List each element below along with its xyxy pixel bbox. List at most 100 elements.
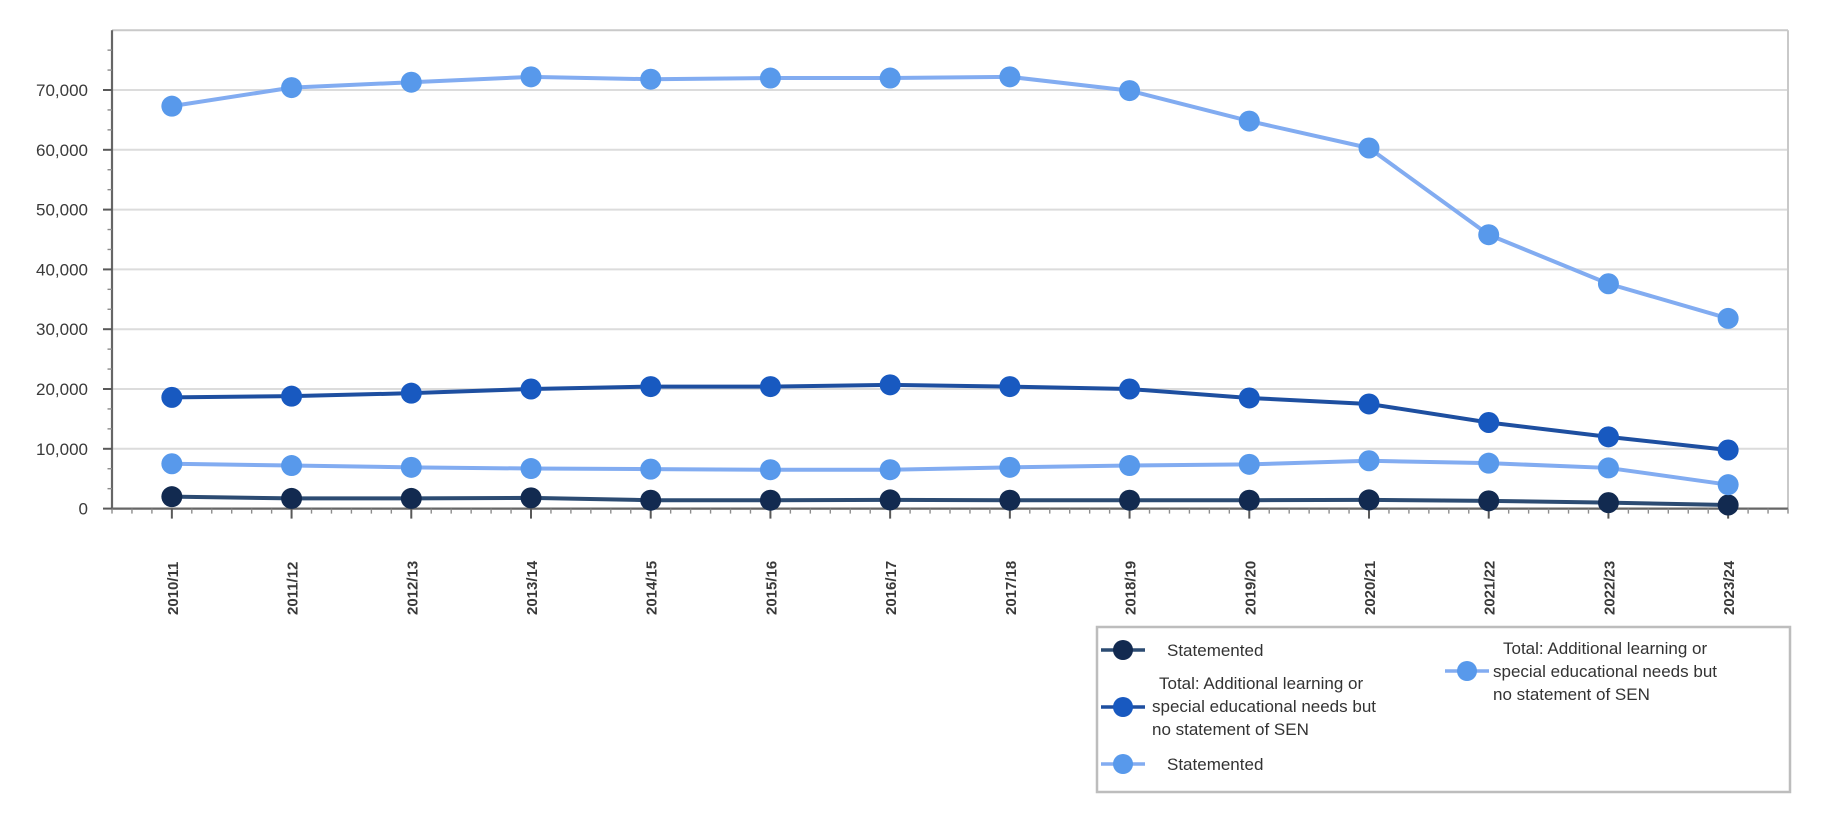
x-tick-label: 2019/20: [1242, 561, 1259, 615]
data-point: [161, 453, 183, 475]
data-point: [1358, 489, 1380, 511]
data-point: [759, 376, 781, 398]
data-point: [400, 382, 422, 404]
y-tick-label: 60,000: [36, 141, 88, 160]
legend-label: Statemented: [1167, 755, 1263, 774]
data-point: [400, 487, 422, 509]
x-tick-label: 2020/21: [1362, 561, 1379, 615]
data-point: [999, 489, 1021, 511]
data-point: [1597, 426, 1619, 448]
data-point: [400, 456, 422, 478]
data-point: [879, 459, 901, 481]
y-tick-label: 50,000: [36, 201, 88, 220]
x-ticks: [111, 508, 1789, 519]
data-point: [1358, 137, 1380, 159]
data-point: [161, 386, 183, 408]
legend-label: no statement of SEN: [1152, 720, 1309, 739]
data-point: [640, 489, 662, 511]
data-point: [1597, 273, 1619, 295]
data-point: [759, 459, 781, 481]
data-point: [281, 77, 303, 99]
x-tick-label: 2021/22: [1482, 561, 1499, 615]
series-line: [171, 494, 1729, 508]
series-3: [161, 66, 1739, 329]
y-tick-label: 20,000: [36, 380, 88, 399]
data-point: [1717, 307, 1739, 329]
legend: Statemented Total: Additional learning or…: [1095, 625, 1792, 794]
data-point: [1478, 490, 1500, 512]
legend-label: no statement of SEN: [1493, 685, 1650, 704]
data-point: [1478, 411, 1500, 433]
series-0: [161, 486, 1739, 516]
data-point: [520, 66, 542, 88]
legend-marker: [1113, 697, 1133, 717]
data-point: [520, 458, 542, 480]
data-point: [640, 68, 662, 90]
y-tick-label: 10,000: [36, 440, 88, 459]
data-point: [400, 71, 422, 93]
data-point: [1717, 494, 1739, 516]
x-tick-label: 2017/18: [1003, 561, 1020, 615]
data-point: [1238, 453, 1260, 475]
legend-box: [1095, 625, 1792, 794]
legend-marker: [1113, 754, 1133, 774]
x-tick-label: 2013/14: [524, 560, 541, 615]
data-point: [281, 385, 303, 407]
data-point: [1238, 110, 1260, 132]
legend-label: special educational needs but: [1152, 697, 1376, 716]
x-tick-label: 2014/15: [644, 561, 661, 615]
data-point: [520, 487, 542, 509]
data-point: [1597, 492, 1619, 514]
y-tick-label: 40,000: [36, 260, 88, 279]
data-point: [281, 455, 303, 477]
x-tick-label: 2022/23: [1601, 561, 1618, 615]
data-point: [879, 67, 901, 89]
data-point: [1717, 474, 1739, 496]
y-axis-labels: 0 10,000 20,000 30,000 40,000 50,000 60,000 70,…: [36, 81, 88, 519]
series-1: [161, 374, 1739, 461]
x-tick-label: 2016/17: [883, 561, 900, 615]
legend-label: Total: Additional learning or: [1503, 639, 1707, 658]
data-point: [879, 489, 901, 511]
legend-entry: Statemented: [1101, 754, 1263, 774]
data-point: [1119, 378, 1141, 400]
legend-label: Total: Additional learning or: [1159, 674, 1363, 693]
x-tick-label: 2018/19: [1123, 561, 1140, 615]
data-point: [1238, 387, 1260, 409]
data-point: [161, 95, 183, 117]
y-tick-label: 70,000: [36, 81, 88, 100]
gridlines: [112, 29, 1789, 509]
x-tick-label: 2010/11: [165, 562, 182, 615]
x-tick-label: 2012/13: [404, 561, 421, 615]
data-point: [759, 489, 781, 511]
series-line: [171, 458, 1729, 487]
data-point: [1478, 224, 1500, 246]
legend-entry: Statemented: [1101, 640, 1263, 660]
series-line: [171, 382, 1729, 452]
data-point: [999, 66, 1021, 88]
x-tick-label: 2023/24: [1721, 560, 1738, 615]
legend-marker: [1113, 640, 1133, 660]
data-point: [999, 456, 1021, 478]
x-tick-label: 2015/16: [763, 561, 780, 615]
legend-label: Statemented: [1167, 641, 1263, 660]
x-axis-labels: 2010/11 2011/12 2012/13 2013/14 2014/15 2015/…: [165, 560, 1738, 615]
data-point: [1478, 452, 1500, 474]
data-point: [1238, 489, 1260, 511]
data-point: [999, 376, 1021, 398]
x-tick-label: 2011/12: [285, 562, 302, 615]
legend-entry: Total: Additional learning or special edu…: [1445, 639, 1717, 704]
legend-entry: Total: Additional learning or special edu…: [1101, 674, 1376, 739]
legend-label: special educational needs but: [1493, 662, 1717, 681]
data-point: [1597, 457, 1619, 479]
data-point: [1717, 439, 1739, 461]
data-point: [1119, 455, 1141, 477]
data-point: [1358, 393, 1380, 415]
data-point: [161, 486, 183, 508]
data-point: [759, 67, 781, 89]
data-point: [1358, 450, 1380, 472]
y-tick-label: 0: [79, 500, 88, 519]
y-tick-label: 30,000: [36, 320, 88, 339]
